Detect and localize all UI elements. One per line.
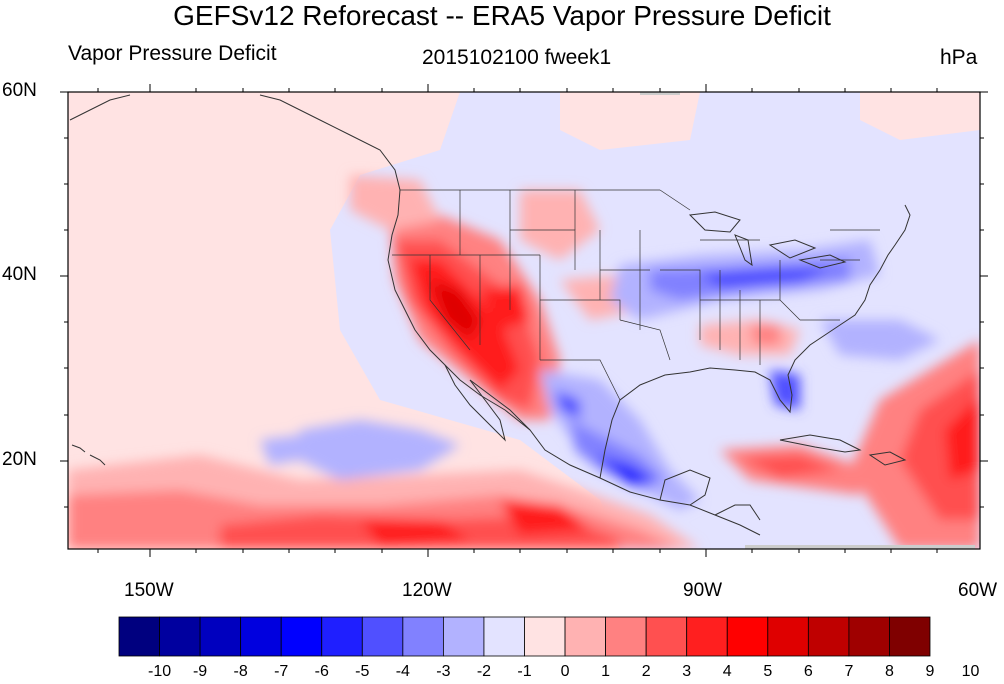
colorbar-tick-label: 8 bbox=[884, 663, 894, 680]
lat-label-40n: 40N bbox=[2, 264, 37, 285]
map-title: GEFSv12 Reforecast -- ERA5 Vapor Pressur… bbox=[173, 0, 831, 31]
colorbar-tick-label: 6 bbox=[803, 663, 813, 680]
axis-ticks bbox=[60, 84, 988, 557]
state-borders bbox=[392, 189, 880, 401]
map-frame bbox=[67, 91, 981, 550]
colorbar-tick-label: 0 bbox=[560, 663, 570, 680]
colorbar-tick-label: -7 bbox=[274, 663, 289, 680]
colorbar-swatch bbox=[807, 616, 850, 657]
colorbar-swatch bbox=[159, 616, 201, 657]
colorbar-tick-label: 10 bbox=[961, 663, 980, 680]
colorbar-swatch bbox=[605, 616, 647, 657]
lat-label-20n: 20N bbox=[2, 449, 37, 470]
units-label: hPa bbox=[940, 46, 978, 69]
colorbar-swatch bbox=[199, 616, 242, 657]
colorbar-swatch bbox=[645, 616, 688, 657]
colorbar-swatch bbox=[524, 616, 566, 657]
colorbar bbox=[118, 616, 931, 657]
colorbar-swatch bbox=[361, 616, 404, 657]
colorbar-tick-label: 7 bbox=[844, 663, 854, 680]
colorbar-tick-label: 5 bbox=[763, 663, 773, 680]
lat-label-60n: 60N bbox=[2, 80, 37, 101]
colorbar-tick-label: -4 bbox=[395, 663, 410, 680]
colorbar-tick-label: -1 bbox=[517, 663, 532, 680]
vpd-field bbox=[68, 92, 980, 549]
colorbar-swatch bbox=[118, 616, 160, 657]
colorbar-tick-label: -2 bbox=[476, 663, 492, 680]
colorbar-swatch bbox=[889, 616, 931, 657]
colorbar-tick-label: -9 bbox=[192, 663, 208, 680]
colorbar-tick-label: -6 bbox=[314, 663, 329, 680]
colorbar-swatch bbox=[686, 616, 728, 657]
colorbar-swatch bbox=[280, 616, 323, 657]
date-label: 2015102100 fweek1 bbox=[422, 46, 612, 69]
colorbar-swatch bbox=[767, 616, 809, 657]
colorbar-tick-label: 2 bbox=[641, 663, 651, 680]
colorbar-tick-label: -10 bbox=[147, 663, 172, 680]
variable-label: Vapor Pressure Deficit bbox=[68, 42, 277, 65]
colorbar-swatch bbox=[564, 616, 606, 657]
colorbar-swatch bbox=[483, 616, 525, 657]
colorbar-swatch bbox=[402, 616, 444, 657]
colorbar-tick-label: 9 bbox=[925, 663, 935, 680]
colorbar-swatch bbox=[848, 616, 890, 657]
colorbar-swatch bbox=[321, 616, 363, 657]
coastlines bbox=[69, 94, 911, 536]
colorbar-tick-label: 4 bbox=[722, 663, 732, 680]
lon-label-60w: 60W bbox=[958, 580, 998, 601]
lon-label-120w: 120W bbox=[402, 580, 452, 601]
colorbar-swatch bbox=[442, 616, 485, 657]
lon-label-90w: 90W bbox=[683, 580, 723, 601]
colorbar-swatch bbox=[240, 616, 282, 657]
colorbar-tick-label: 3 bbox=[682, 663, 692, 680]
colorbar-tick-label: 1 bbox=[601, 663, 611, 680]
colorbar-tick-label: -3 bbox=[436, 663, 451, 680]
colorbar-tick-label: -5 bbox=[355, 663, 370, 680]
colorbar-tick-label: -8 bbox=[233, 663, 248, 680]
colorbar-swatch bbox=[726, 616, 769, 657]
lon-label-150w: 150W bbox=[124, 580, 174, 601]
